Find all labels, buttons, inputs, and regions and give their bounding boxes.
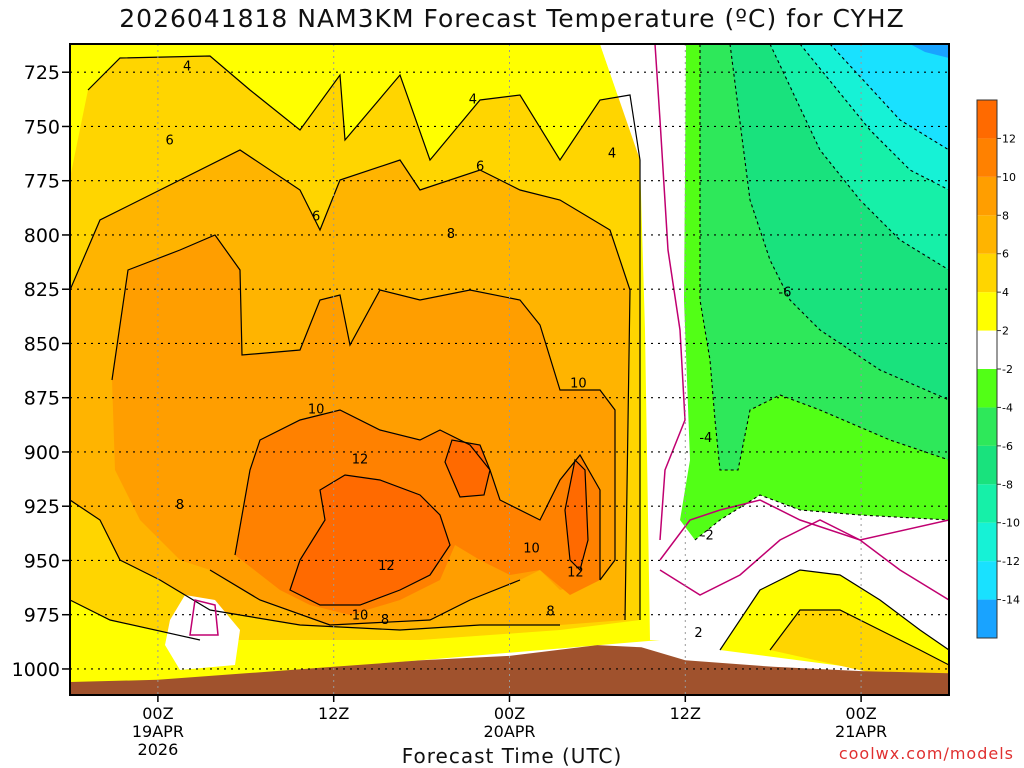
x-tick-label: 12Z bbox=[318, 704, 349, 723]
x-tick-label: 12Z bbox=[670, 704, 701, 723]
colorbar-segment bbox=[977, 138, 997, 177]
colorbar-label: 12 bbox=[1002, 132, 1016, 145]
grid-lines bbox=[70, 44, 949, 695]
colorbar-label: -4 bbox=[1002, 401, 1013, 414]
chart-title: 2026041818 NAM3KM Forecast Temperature (… bbox=[119, 4, 905, 33]
y-tick-label: 775 bbox=[24, 171, 60, 193]
contour-label: 6 bbox=[312, 209, 320, 224]
contour-label: 4 bbox=[183, 60, 191, 75]
field-max-3 bbox=[565, 460, 588, 570]
contour-labels: 4 4 4 6 6 6 8 8 8 8 10 10 10 10 12 12 12 -6 -4 -2 2 bbox=[165, 60, 791, 641]
contour-label: 10 bbox=[523, 541, 540, 556]
x-tick-date: 20APR bbox=[483, 722, 535, 741]
contour-label: 12 bbox=[352, 452, 369, 467]
field-max bbox=[290, 475, 450, 605]
y-tick-label: 1000 bbox=[12, 659, 60, 681]
colorbar-segment bbox=[977, 253, 997, 293]
x-tick-year: 2026 bbox=[138, 740, 179, 759]
contour-label: 2 bbox=[694, 626, 702, 641]
contour-label: -6 bbox=[778, 285, 791, 300]
colorbar-label: -2 bbox=[1002, 363, 1013, 376]
colorbar-label: -12 bbox=[1002, 555, 1020, 568]
colorbar-label: 4 bbox=[1002, 286, 1009, 299]
colorbar-segment bbox=[977, 215, 997, 254]
colorbar-segment bbox=[977, 445, 997, 485]
negative-contours bbox=[694, 44, 949, 541]
y-tick-label: 950 bbox=[24, 550, 60, 572]
contour-label: 8 bbox=[546, 604, 554, 619]
y-tick-label: 875 bbox=[24, 388, 60, 410]
terrain bbox=[70, 645, 949, 695]
zero-contour bbox=[189, 44, 949, 636]
colorbar-segment bbox=[977, 407, 997, 446]
contour-lines bbox=[70, 55, 949, 666]
contour-label: 6 bbox=[476, 160, 484, 175]
contour-label: 4 bbox=[469, 92, 477, 107]
colorbar-segment bbox=[977, 369, 997, 408]
field-max-2 bbox=[445, 440, 490, 497]
contour-label: 8 bbox=[447, 227, 455, 242]
colorbar-label: -6 bbox=[1002, 440, 1013, 453]
x-tick-label: 00Z bbox=[494, 704, 525, 723]
colorbar-segment bbox=[977, 561, 997, 600]
contour-label: 12 bbox=[378, 559, 395, 574]
colorbar-label: 10 bbox=[1002, 171, 1016, 184]
contour-label: -4 bbox=[699, 431, 712, 446]
colorbar: -14 -12 -10 -8 -6 -4 -2 2 4 6 8 10 12 bbox=[976, 99, 1020, 639]
colorbar-label: 8 bbox=[1002, 209, 1009, 222]
terrain-surface bbox=[70, 645, 949, 695]
x-tick-label: 00Z bbox=[142, 704, 173, 723]
y-axis: 725 750 775 800 825 850 875 900 925 950 975 1000 bbox=[12, 62, 70, 681]
contour-label: 12 bbox=[567, 565, 584, 580]
contour-label: 6 bbox=[165, 133, 173, 148]
field-cold-14-16 bbox=[910, 44, 949, 58]
colorbar-segment bbox=[977, 522, 997, 562]
colorbar-segment bbox=[977, 292, 997, 331]
contour-label: 4 bbox=[608, 147, 616, 162]
contour-label: 8 bbox=[381, 613, 389, 628]
contour-label: 10 bbox=[308, 403, 325, 418]
colorbar-label: -8 bbox=[1002, 478, 1013, 491]
colorbar-label: -14 bbox=[1002, 594, 1020, 607]
contour-label: 10 bbox=[570, 377, 587, 392]
colorbar-label: 6 bbox=[1002, 248, 1009, 261]
y-tick-label: 825 bbox=[24, 279, 60, 301]
colorbar-segment bbox=[977, 100, 997, 139]
y-tick-label: 975 bbox=[24, 605, 60, 627]
colorbar-segment bbox=[977, 330, 997, 369]
y-tick-label: 725 bbox=[24, 62, 60, 84]
y-tick-label: 800 bbox=[24, 225, 60, 247]
field-white-spot bbox=[165, 595, 240, 670]
x-tick-date: 19APR bbox=[132, 722, 184, 741]
colorbar-label: -10 bbox=[1002, 517, 1020, 530]
contour-label: 8 bbox=[176, 498, 184, 513]
colorbar-segment bbox=[977, 484, 997, 523]
contour-label: 10 bbox=[352, 609, 369, 624]
field-white-band bbox=[600, 44, 690, 640]
field-cold-12-14 bbox=[830, 44, 949, 150]
y-tick-label: 925 bbox=[24, 496, 60, 518]
x-axis-title: Forecast Time (UTC) bbox=[401, 744, 623, 768]
x-tick-label: 00Z bbox=[845, 704, 876, 723]
x-tick-date: 21APR bbox=[835, 722, 887, 741]
colorbar-segment bbox=[977, 599, 997, 638]
watermark: coolwx.com/models bbox=[838, 744, 1014, 763]
colorbar-segment bbox=[977, 176, 997, 216]
field-yellow-right-2 bbox=[770, 610, 949, 690]
colorbar-label: 2 bbox=[1002, 325, 1009, 338]
contour-label: -2 bbox=[701, 528, 714, 543]
y-tick-label: 850 bbox=[24, 333, 60, 355]
plot-area: 4 4 4 6 6 6 8 8 8 8 10 10 10 10 12 12 12 -6 -4 -2 2 bbox=[70, 44, 949, 695]
y-tick-label: 750 bbox=[24, 116, 60, 138]
y-tick-label: 900 bbox=[24, 442, 60, 464]
